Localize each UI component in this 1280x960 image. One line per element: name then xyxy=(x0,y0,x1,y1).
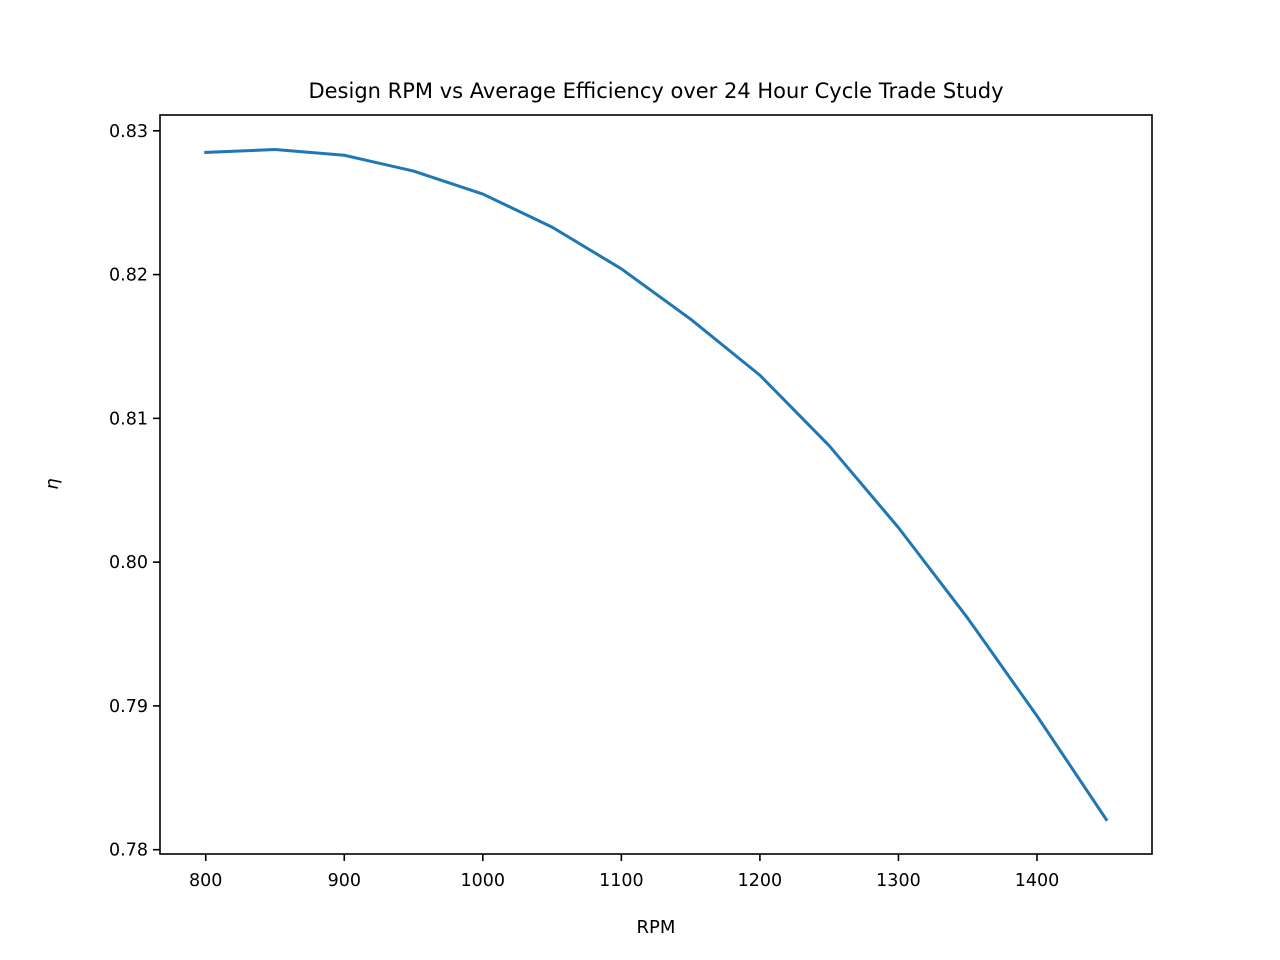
y-tick-label: 0.78 xyxy=(109,841,148,861)
x-tick-label: 1400 xyxy=(1015,871,1060,891)
y-tick-label: 0.81 xyxy=(109,409,148,429)
x-tick-label: 800 xyxy=(189,871,222,891)
x-tick-label: 900 xyxy=(328,871,361,891)
x-axis-ticks: 800 900 1000 1100 1200 1300 1400 xyxy=(189,854,1059,891)
x-axis-label: RPM xyxy=(637,917,676,938)
x-tick-label: 1300 xyxy=(876,871,921,891)
x-tick-label: 1000 xyxy=(461,871,506,891)
x-tick-label: 1100 xyxy=(599,871,644,891)
series-line-0 xyxy=(204,148,1109,822)
x-tick-label: 1200 xyxy=(738,871,783,891)
y-axis-ticks: 0.78 0.79 0.80 0.81 0.82 0.83 xyxy=(109,122,160,861)
y-tick-label: 0.83 xyxy=(109,122,148,142)
y-tick-label: 0.82 xyxy=(109,266,148,286)
plot-area xyxy=(159,114,1153,855)
y-axis-label: η xyxy=(42,478,63,489)
y-tick-label: 0.80 xyxy=(109,553,148,573)
axes-frame xyxy=(159,114,1153,855)
y-tick-label: 0.79 xyxy=(109,697,148,717)
chart-title: Design RPM vs Average Efficiency over 24… xyxy=(308,79,1003,103)
